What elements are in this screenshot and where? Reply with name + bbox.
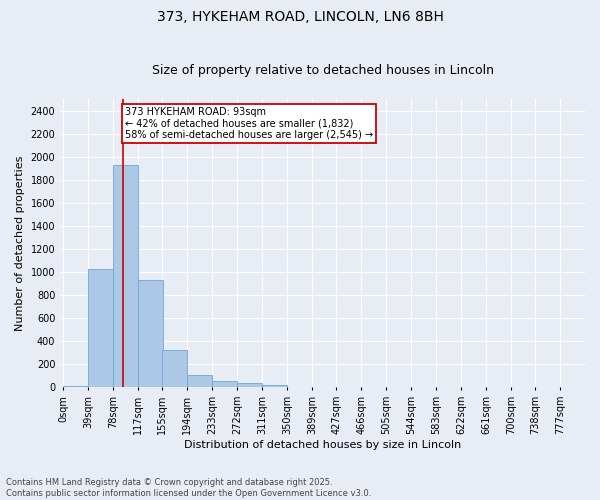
Bar xyxy=(64,386,88,388)
Text: Contains HM Land Registry data © Crown copyright and database right 2025.
Contai: Contains HM Land Registry data © Crown c… xyxy=(6,478,371,498)
Bar xyxy=(212,381,237,388)
Title: Size of property relative to detached houses in Lincoln: Size of property relative to detached ho… xyxy=(152,64,494,77)
Bar xyxy=(187,374,212,388)
Bar xyxy=(163,350,187,388)
Bar xyxy=(113,164,138,388)
Text: 373 HYKEHAM ROAD: 93sqm
← 42% of detached houses are smaller (1,832)
58% of semi: 373 HYKEHAM ROAD: 93sqm ← 42% of detache… xyxy=(125,107,373,140)
Bar xyxy=(237,384,262,388)
X-axis label: Distribution of detached houses by size in Lincoln: Distribution of detached houses by size … xyxy=(184,440,461,450)
Bar xyxy=(138,280,163,388)
Bar xyxy=(262,385,287,388)
Bar xyxy=(88,268,113,388)
Y-axis label: Number of detached properties: Number of detached properties xyxy=(15,156,25,331)
Text: 373, HYKEHAM ROAD, LINCOLN, LN6 8BH: 373, HYKEHAM ROAD, LINCOLN, LN6 8BH xyxy=(157,10,443,24)
